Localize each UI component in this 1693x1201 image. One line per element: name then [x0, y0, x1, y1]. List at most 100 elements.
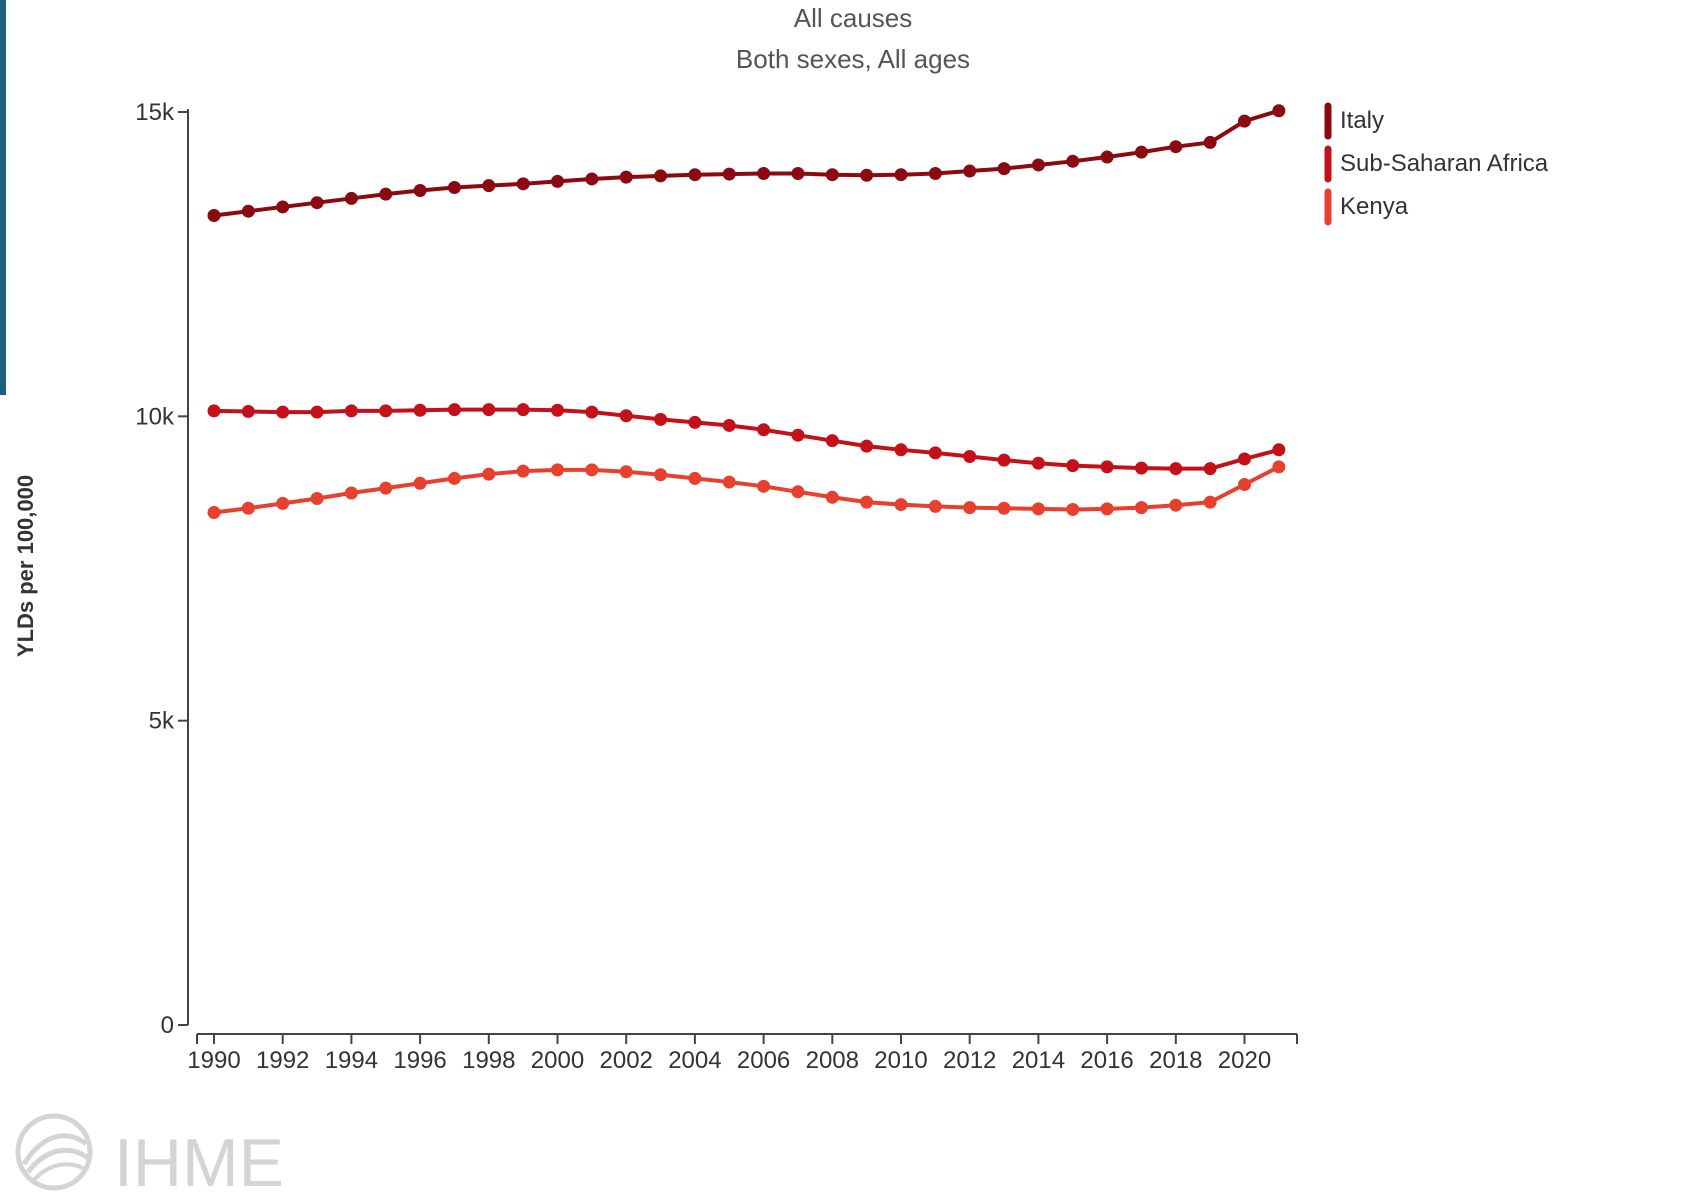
- data-point[interactable]: [963, 450, 977, 464]
- data-point[interactable]: [654, 412, 668, 426]
- data-point[interactable]: [1238, 114, 1251, 128]
- data-point[interactable]: [379, 481, 393, 495]
- data-point[interactable]: [791, 166, 805, 180]
- data-point[interactable]: [1272, 104, 1286, 118]
- data-point[interactable]: [516, 464, 530, 478]
- data-point[interactable]: [825, 434, 839, 448]
- data-point[interactable]: [585, 405, 599, 419]
- data-point[interactable]: [482, 403, 496, 417]
- data-point[interactable]: [447, 180, 461, 194]
- data-point[interactable]: [1203, 495, 1217, 509]
- data-point[interactable]: [722, 167, 736, 181]
- data-point[interactable]: [1066, 459, 1080, 473]
- data-point[interactable]: [928, 499, 942, 513]
- data-point[interactable]: [928, 166, 942, 180]
- data-point[interactable]: [722, 418, 736, 432]
- data-point[interactable]: [928, 446, 942, 460]
- data-point[interactable]: [207, 404, 221, 418]
- data-point[interactable]: [1100, 460, 1114, 474]
- data-point[interactable]: [1134, 145, 1148, 159]
- data-point[interactable]: [1203, 462, 1217, 476]
- data-point[interactable]: [1203, 135, 1217, 149]
- data-point[interactable]: [791, 485, 805, 499]
- data-point[interactable]: [1066, 154, 1080, 168]
- legend-item[interactable]: Kenya: [1324, 188, 1409, 226]
- data-point[interactable]: [1238, 478, 1251, 492]
- data-point[interactable]: [207, 506, 221, 520]
- data-point[interactable]: [997, 162, 1011, 176]
- data-point[interactable]: [1066, 502, 1080, 516]
- data-point[interactable]: [482, 179, 496, 193]
- legend-item[interactable]: Italy: [1324, 102, 1384, 140]
- data-point[interactable]: [344, 191, 358, 205]
- data-point[interactable]: [241, 404, 255, 418]
- data-point[interactable]: [585, 172, 599, 186]
- data-point[interactable]: [997, 453, 1011, 467]
- data-point[interactable]: [963, 501, 977, 515]
- data-point[interactable]: [516, 177, 530, 191]
- data-point[interactable]: [825, 168, 839, 182]
- data-point[interactable]: [276, 200, 290, 214]
- data-point[interactable]: [551, 463, 564, 477]
- data-point[interactable]: [619, 409, 633, 423]
- data-point[interactable]: [1100, 150, 1114, 164]
- data-point[interactable]: [1031, 456, 1045, 470]
- legend[interactable]: Italy Sub-Saharan Africa Kenya: [1324, 102, 1549, 226]
- data-point[interactable]: [413, 476, 427, 490]
- data-point[interactable]: [894, 168, 908, 182]
- data-point[interactable]: [791, 428, 805, 442]
- data-point[interactable]: [688, 471, 702, 485]
- data-point[interactable]: [1134, 501, 1148, 515]
- data-point[interactable]: [654, 468, 668, 482]
- data-point[interactable]: [379, 404, 393, 418]
- legend-item[interactable]: Sub-Saharan Africa: [1324, 145, 1549, 183]
- data-point[interactable]: [1031, 502, 1045, 516]
- data-point[interactable]: [310, 196, 324, 210]
- data-point[interactable]: [310, 405, 324, 419]
- data-point[interactable]: [241, 204, 255, 218]
- data-point[interactable]: [585, 463, 599, 477]
- data-point[interactable]: [1169, 140, 1183, 154]
- data-point[interactable]: [276, 405, 290, 419]
- data-point[interactable]: [757, 166, 771, 180]
- data-point[interactable]: [1031, 158, 1045, 172]
- data-point[interactable]: [757, 423, 771, 437]
- data-point[interactable]: [963, 164, 977, 178]
- data-point[interactable]: [860, 439, 874, 453]
- data-point[interactable]: [1238, 452, 1251, 466]
- data-point[interactable]: [482, 467, 496, 481]
- data-point[interactable]: [757, 479, 771, 493]
- data-point[interactable]: [860, 168, 874, 182]
- data-point[interactable]: [1169, 462, 1183, 476]
- data-point[interactable]: [619, 170, 633, 184]
- data-point[interactable]: [276, 496, 290, 510]
- data-point[interactable]: [722, 475, 736, 489]
- data-point[interactable]: [344, 404, 358, 418]
- data-point[interactable]: [207, 208, 221, 222]
- data-point[interactable]: [551, 174, 564, 188]
- data-point[interactable]: [310, 492, 324, 506]
- data-point[interactable]: [894, 443, 908, 457]
- data-point[interactable]: [1272, 460, 1286, 474]
- data-point[interactable]: [413, 403, 427, 417]
- data-point[interactable]: [688, 168, 702, 182]
- data-point[interactable]: [241, 501, 255, 515]
- data-point[interactable]: [654, 169, 668, 183]
- data-point[interactable]: [344, 486, 358, 500]
- data-point[interactable]: [860, 495, 874, 509]
- data-point[interactable]: [825, 490, 839, 504]
- data-point[interactable]: [1169, 498, 1183, 512]
- data-point[interactable]: [1272, 443, 1286, 457]
- data-point[interactable]: [379, 187, 393, 201]
- data-point[interactable]: [551, 403, 564, 417]
- data-point[interactable]: [413, 184, 427, 198]
- data-point[interactable]: [688, 415, 702, 429]
- data-point[interactable]: [894, 498, 908, 512]
- data-point[interactable]: [1134, 461, 1148, 475]
- data-point[interactable]: [1100, 502, 1114, 516]
- data-point[interactable]: [447, 471, 461, 485]
- data-point[interactable]: [997, 501, 1011, 515]
- data-point[interactable]: [516, 403, 530, 417]
- data-point[interactable]: [619, 465, 633, 479]
- data-point[interactable]: [447, 403, 461, 417]
